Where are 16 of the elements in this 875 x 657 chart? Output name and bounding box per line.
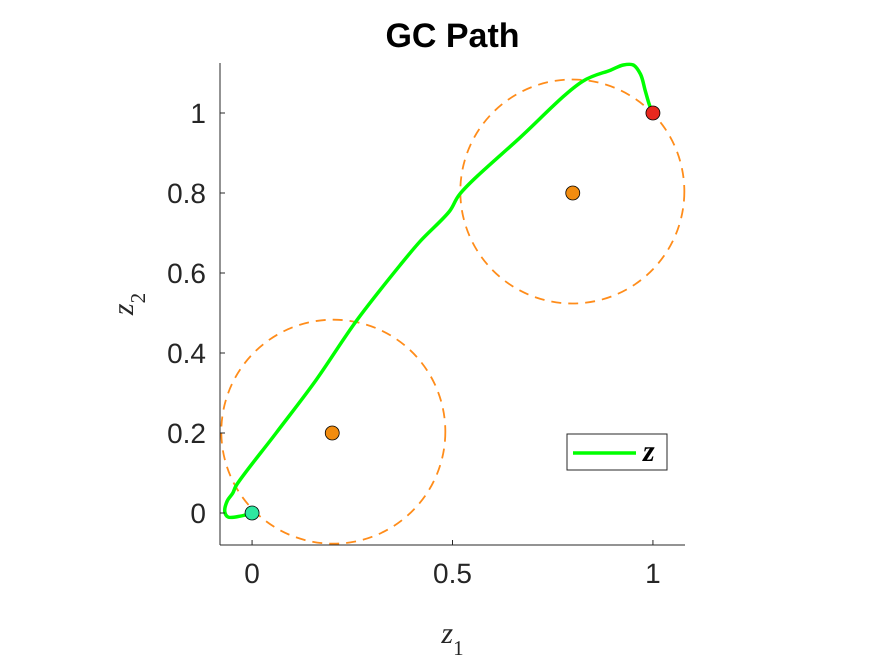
point <box>244 506 260 520</box>
y-tick-label: 0.6 <box>167 258 206 289</box>
y-tick-label: 0.2 <box>167 418 206 449</box>
chart-title: GC Path <box>385 17 520 55</box>
y-tick-label: 0.4 <box>167 338 206 369</box>
x-tick-label: 0.5 <box>433 558 472 589</box>
point <box>324 426 340 440</box>
x-tick-label: 1 <box>645 558 661 589</box>
y-tick-label: 0 <box>190 498 206 529</box>
point <box>646 106 660 120</box>
x-tick-label: 0 <box>244 558 260 589</box>
x-axis-title: z$_{1}$ <box>440 617 464 657</box>
y-tick-label: 1 <box>190 98 206 129</box>
legend-label: z <box>642 435 655 468</box>
point <box>565 186 580 200</box>
y-tick-label: 0.8 <box>167 178 206 209</box>
